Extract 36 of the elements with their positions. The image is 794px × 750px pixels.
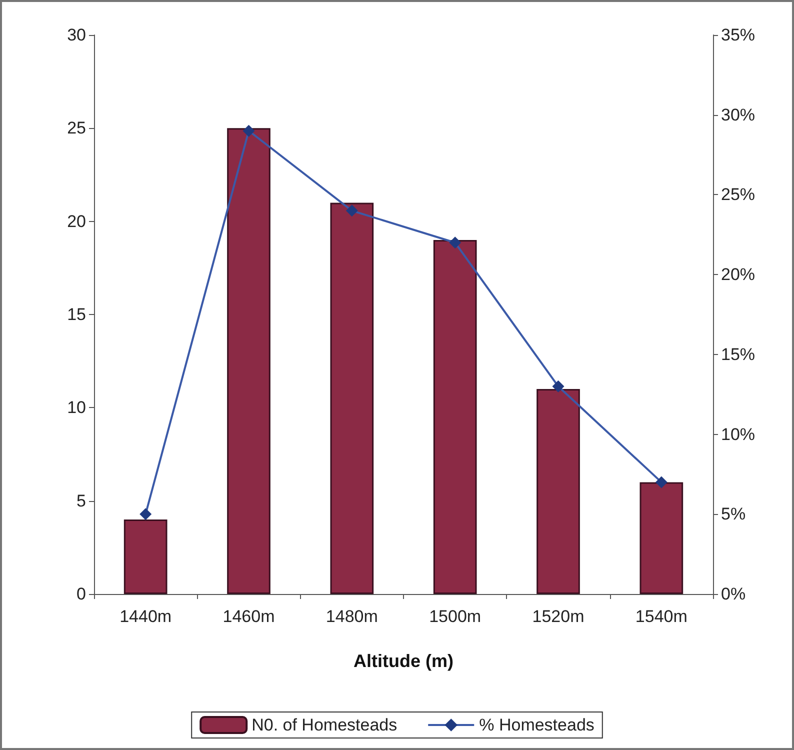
y-tick-label: 0: [76, 584, 86, 604]
bar: [227, 128, 270, 594]
point: [655, 476, 668, 488]
bar: [536, 389, 580, 594]
y2-tick-label: 5%: [721, 504, 746, 524]
point: [552, 380, 564, 392]
y-tick-label: 20: [67, 212, 86, 231]
y-tick-label: 5: [76, 491, 86, 510]
bar: [330, 202, 374, 594]
y2-tick-label: 30%: [721, 105, 756, 124]
x-tick-label: 1480m: [326, 607, 378, 626]
y2-tick-label: 35%: [721, 26, 756, 44]
point: [449, 236, 462, 249]
x-axis-title: Altitude (m): [354, 651, 454, 671]
legend-label: N0. of Homesteads: [252, 716, 398, 734]
x-tick-label: 1500m: [429, 607, 482, 626]
y2-tick-label: 0%: [721, 584, 746, 604]
point: [242, 124, 255, 137]
y-tick-label: 30: [67, 26, 86, 44]
y-tick-label: 25: [67, 118, 86, 138]
x-tick-label: 1520m: [532, 607, 584, 626]
bar: [640, 482, 684, 594]
legend-label: % Homesteads: [479, 716, 594, 734]
x-tick-label: 1460m: [222, 607, 275, 626]
y2-tick-label: 10%: [721, 424, 756, 444]
y2-tick-label: 25%: [721, 185, 756, 204]
point: [140, 508, 152, 520]
bar: [433, 240, 477, 594]
y-tick-label: 10: [67, 398, 86, 418]
y2-tick-label: 20%: [721, 265, 756, 284]
x-tick-label: 1540m: [635, 607, 688, 626]
x-tick-label: 1440m: [120, 607, 172, 626]
y-tick-label: 15: [67, 305, 86, 324]
bar: [124, 519, 168, 594]
point: [346, 204, 358, 217]
y2-tick-label: 15%: [721, 344, 756, 364]
